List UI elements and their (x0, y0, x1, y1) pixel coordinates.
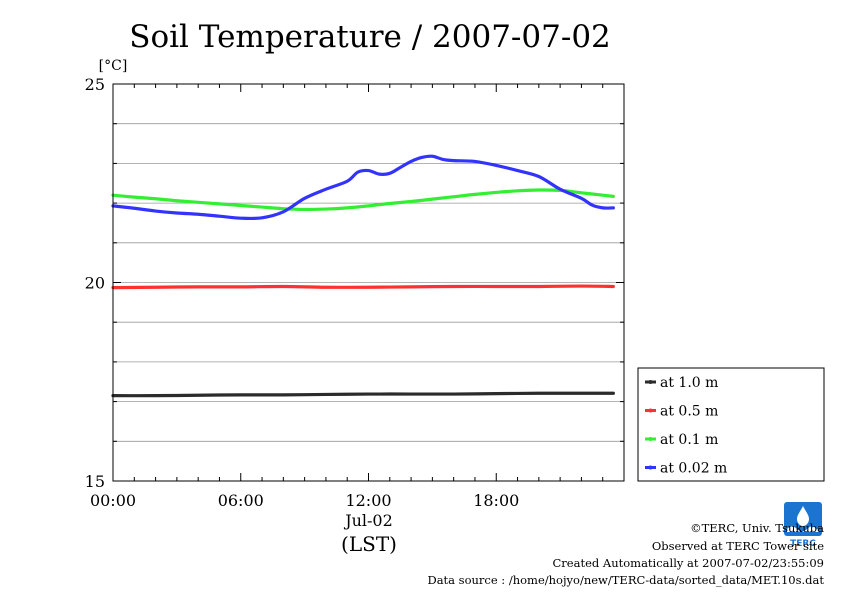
footer-copyright: ©TERC, Univ. Tsukuba (690, 521, 824, 535)
y-tick-label: 15 (85, 472, 105, 491)
footer-source: Data source : /home/hojyo/new/TERC-data/… (427, 573, 824, 587)
plot-area: 00:00 06:00 12:00 18:00 15 20 25 (85, 75, 625, 510)
legend-box (637, 367, 825, 482)
x-tick-label: 06:00 (218, 491, 264, 510)
x-axis-label: (LST) (341, 532, 397, 556)
y-axis-label: [°C] (99, 58, 128, 74)
legend-label-1: at 0.5 m (660, 404, 718, 420)
logo-text: TERC (790, 539, 816, 549)
legend-label-0: at 1.0 m (660, 375, 718, 391)
footer-site: Observed at TERC Tower site (652, 539, 824, 553)
legend-marker-0 (648, 380, 653, 384)
y-tick-label: 25 (85, 75, 105, 94)
series-lines (111, 154, 615, 398)
footer-created: Created Automatically at 2007-07-02/23:5… (553, 556, 825, 570)
legend: at 1.0 m at 0.5 m at 0.1 m at 0.02 m (637, 367, 825, 482)
legend-marker-1 (648, 408, 653, 413)
terc-logo: TERC (784, 502, 822, 549)
x-tick-label: 00:00 (90, 491, 136, 510)
series-line-2 (111, 188, 615, 212)
x-tick-label: 12:00 (345, 491, 391, 510)
legend-marker-2 (648, 437, 653, 441)
series-line-1 (111, 284, 615, 290)
logo-drop-icon (797, 506, 809, 526)
x-date-label: Jul-02 (343, 511, 393, 530)
chart-title: Soil Temperature / 2007-07-02 (129, 19, 611, 55)
series-line-0 (111, 391, 615, 398)
legend-label-3: at 0.02 m (660, 461, 727, 477)
y-tick-label: 20 (85, 274, 105, 293)
legend-label-2: at 0.1 m (660, 432, 718, 448)
legend-marker-3 (648, 465, 653, 470)
axis-ticks: 00:00 06:00 12:00 18:00 15 20 25 (85, 75, 625, 510)
x-tick-label: 18:00 (473, 491, 519, 510)
logo-wave-icon (787, 526, 819, 532)
series-line-3 (111, 154, 615, 221)
